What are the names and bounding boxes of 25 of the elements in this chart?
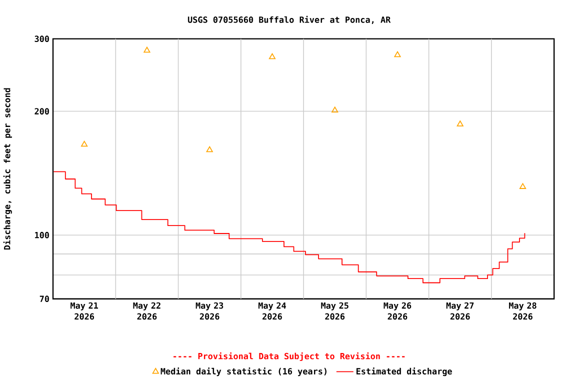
chart-title: USGS 07055660 Buffalo River at Ponca, AR: [188, 16, 391, 24]
point: [394, 52, 401, 58]
y-tick-label: 70: [40, 296, 49, 302]
point: [144, 47, 150, 53]
x-tick-label: May 21 2026: [70, 302, 98, 320]
y-tick-label: 100: [35, 232, 49, 239]
text: ---- Provisional Data Subject to Revision ----: [174, 352, 405, 362]
y-tick-label: 200: [34, 108, 49, 115]
y-tick-label: 300: [34, 36, 49, 42]
legend-label: Median daily statistic (16 years): [160, 368, 326, 376]
point: [268, 54, 276, 60]
y-axis-title: Discharge, cubic feet per second: [3, 88, 12, 250]
point: [206, 146, 213, 152]
point: [519, 183, 526, 190]
legend-label: Estimated discharge: [356, 368, 452, 376]
x-tick-label: May 27 2026: [446, 302, 474, 320]
x-tick-label: May 25 2026: [321, 302, 348, 320]
x-tick-label: May 22 2026: [133, 302, 160, 320]
x-tick-label: May 26 2026: [384, 302, 412, 320]
x-tick-label: May 23 2026: [196, 302, 224, 320]
point: [456, 120, 464, 127]
point: [332, 106, 338, 113]
point: [81, 141, 88, 147]
x-tick-label: May 28 2026: [509, 302, 536, 320]
x-tick-label: May 24 2026: [258, 302, 286, 320]
